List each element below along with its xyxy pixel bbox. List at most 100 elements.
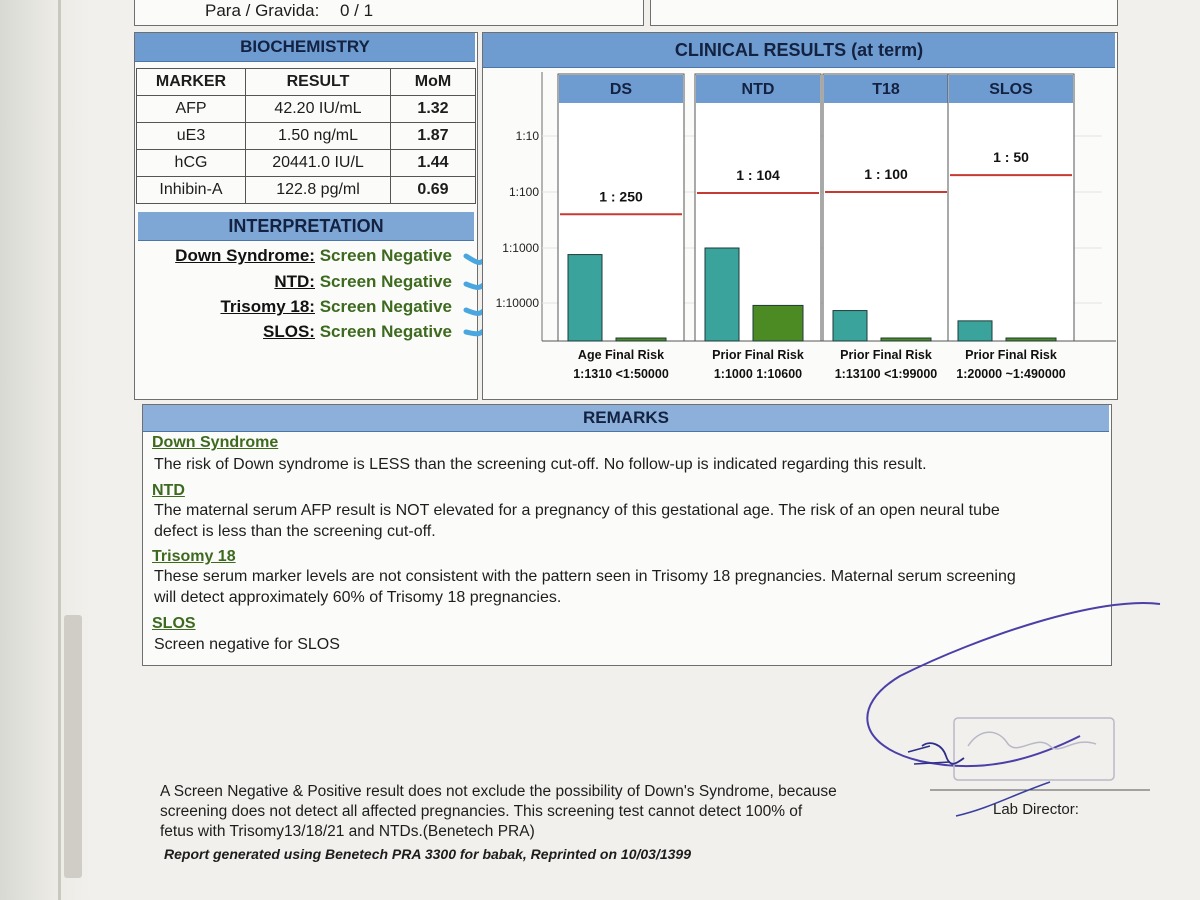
marker-cell: Inhibin-A [136, 176, 246, 204]
table-row: Inhibin-A 122.8 pg/ml 0.69 [136, 176, 476, 204]
pen-stroke-icon [955, 781, 1051, 817]
interpretation-value: Screen Negative [319, 297, 452, 316]
bar-category-labels: Age Final Risk [578, 348, 664, 362]
signature-area [866, 602, 1161, 817]
interpretation-label: Trisomy 18: [220, 297, 315, 316]
prior-risk-bar [704, 247, 740, 342]
column-header: MoM [390, 68, 476, 96]
prior-risk-bar [957, 320, 993, 342]
column-header: MARKER [136, 68, 246, 96]
risk-panel-header [559, 75, 683, 103]
bar-category-labels: Prior Final Risk [840, 348, 932, 362]
remark-text-trisomy-18: These serum marker levels are not consis… [154, 566, 1099, 608]
interpretation-label: SLOS: [263, 322, 315, 341]
mom-cell: 0.69 [390, 176, 476, 204]
remark-text-ntd: The maternal serum AFP result is NOT ele… [154, 500, 1099, 542]
final-risk-bar [752, 304, 804, 342]
risk-panel-title: NTD [742, 81, 775, 98]
y-tick-label: 1:10 [516, 129, 540, 143]
remark-line: These serum marker levels are not consis… [154, 568, 1016, 585]
risk-panel-slos [947, 73, 1075, 342]
lab-director-label: Lab Director: [993, 801, 1079, 818]
remark-line: Screen negative for SLOS [154, 636, 340, 653]
table-row: uE3 1.50 ng/mL 1.87 [136, 122, 476, 150]
prior-risk-bar [567, 254, 603, 342]
bar-value-labels: 1:20000 ~1:490000 [956, 367, 1066, 381]
footer-disclaimer: A Screen Negative & Positive result does… [160, 782, 920, 842]
remark-line: defect is less than the screening cut-of… [154, 523, 436, 540]
remarks-panel [142, 404, 1112, 666]
patient-info-box: Para / Gravida: 0 / 1 [134, 0, 644, 26]
remark-line: The maternal serum AFP result is NOT ele… [154, 502, 1000, 519]
remark-line: will detect approximately 60% of Trisomy… [154, 589, 562, 606]
clinical-risk-chart: 1:10 1:100 1:1000 1:10000 DS 1 : 250 Age Final… [496, 72, 1116, 381]
clinical-results-header: CLINICAL RESULTS (at term) [483, 33, 1115, 68]
handwritten-signature-icon [921, 742, 965, 765]
cutoff-label: 1 : 250 [599, 188, 643, 204]
interpretation-label: NTD: [274, 272, 315, 291]
risk-panel-header [824, 75, 948, 103]
marker-cell: AFP [136, 95, 246, 123]
bar-value-labels: 1:13100 <1:99000 [835, 367, 938, 381]
cutoff-label: 1 : 50 [993, 149, 1029, 165]
disclaimer-line: fetus with Trisomy13/18/21 and NTDs.(Ben… [160, 823, 535, 840]
interpretation-trisomy-18: Trisomy 18: Screen Negative [140, 297, 452, 317]
final-risk-bar [880, 337, 932, 342]
table-row: AFP 42.20 IU/mL 1.32 [136, 95, 476, 123]
remark-heading-ntd: NTD [152, 482, 185, 499]
report-generated-note: Report generated using Benetech PRA 3300… [164, 846, 691, 862]
interpretation-header: INTERPRETATION [138, 212, 474, 241]
risk-panel-header [949, 75, 1073, 103]
final-risk-bar [1005, 337, 1057, 342]
table-row: hCG 20441.0 IU/L 1.44 [136, 149, 476, 177]
remark-text-slos: Screen negative for SLOS [154, 634, 1099, 655]
biochemistry-header: BIOCHEMISTRY [135, 33, 475, 62]
interpretation-value: Screen Negative [319, 246, 452, 265]
remark-heading-trisomy-18: Trisomy 18 [152, 548, 236, 565]
y-tick-label: 1:10000 [496, 296, 540, 310]
interpretation-value: Screen Negative [319, 272, 452, 291]
mom-cell: 1.87 [390, 122, 476, 150]
sleeve-edge [58, 0, 61, 900]
risk-panel-title: SLOS [989, 81, 1033, 98]
column-header: RESULT [245, 68, 391, 96]
risk-panel-title: DS [610, 81, 633, 98]
result-cell: 122.8 pg/ml [245, 176, 391, 204]
bar-category-labels: Prior Final Risk [965, 348, 1057, 362]
cutoff-label: 1 : 100 [864, 166, 908, 182]
para-gravida-label: Para / Gravida: [205, 1, 320, 20]
patient-info-box-right [650, 0, 1118, 26]
y-tick-label: 1:1000 [502, 241, 539, 255]
risk-panel-header [696, 75, 820, 103]
signature-loop-icon [866, 602, 1161, 768]
disclaimer-line: screening does not detect all affected p… [160, 803, 803, 820]
marker-cell: uE3 [136, 122, 246, 150]
disclaimer-line: A Screen Negative & Positive result does… [160, 783, 837, 800]
remark-heading-slos: SLOS [152, 615, 196, 632]
interpretation-label: Down Syndrome: [175, 246, 315, 265]
stamp-script-icon [967, 731, 1097, 750]
bar-value-labels: 1:1310 <1:50000 [573, 367, 669, 381]
para-gravida-value: 0 / 1 [340, 1, 374, 20]
remarks-header: REMARKS [143, 405, 1109, 432]
binder-hole [64, 728, 82, 878]
interpretation-down-syndrome: Down Syndrome: Screen Negative [140, 246, 452, 266]
risk-panel-t18 [822, 73, 950, 342]
final-risk-bar [615, 337, 667, 342]
interpretation-value: Screen Negative [319, 322, 452, 341]
result-cell: 42.20 IU/mL [245, 95, 391, 123]
interpretation-ntd: NTD: Screen Negative [140, 272, 452, 292]
prior-risk-bar [832, 310, 868, 342]
handwritten-signature-icon [907, 745, 951, 765]
bar-value-labels: 1:1000 1:10600 [714, 367, 802, 381]
y-tick-label: 1:100 [509, 185, 539, 199]
mom-cell: 1.44 [390, 149, 476, 177]
marker-cell: hCG [136, 149, 246, 177]
mom-cell: 1.32 [390, 95, 476, 123]
bar-category-labels: Prior Final Risk [712, 348, 804, 362]
binder-hole [64, 615, 82, 765]
risk-panel-title: T18 [872, 81, 900, 98]
interpretation-slos: SLOS: Screen Negative [140, 322, 452, 342]
remark-heading-down-syndrome: Down Syndrome [152, 434, 279, 451]
remark-text-down-syndrome: The risk of Down syndrome is LESS than t… [154, 454, 1099, 475]
